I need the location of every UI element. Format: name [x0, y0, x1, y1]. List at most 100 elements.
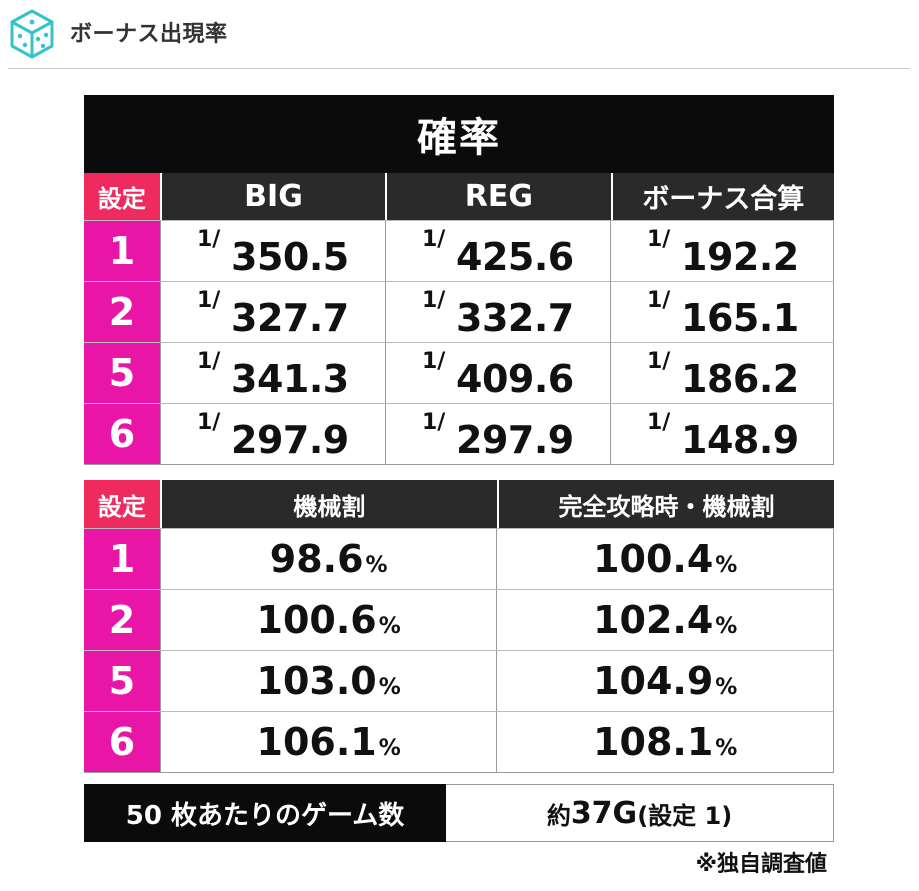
fraction-prefix: 1/: [197, 288, 221, 313]
probability-value: 148.9: [681, 418, 799, 462]
table-row: 1 1/350.5 1/425.6 1/192.2: [84, 220, 834, 281]
footnote: ※独自調査値: [695, 852, 827, 877]
probability-value: 425.6: [456, 235, 574, 279]
table-row: 2 1/327.7 1/332.7 1/165.1: [84, 281, 834, 342]
probability-cell: 1/186.2: [610, 343, 834, 403]
fraction-prefix: 1/: [647, 410, 671, 435]
column-header-full-strategy-payout: 完全攻略時・機械割: [496, 480, 835, 528]
probability-value: 409.6: [456, 357, 574, 401]
games-per-50-label: 50 枚あたりのゲーム数: [84, 784, 446, 842]
table-row: 5 103.0% 104.9%: [84, 650, 834, 711]
games-count: 37G: [570, 795, 638, 831]
setting-number: 5: [84, 343, 160, 403]
probability-cell: 1/341.3: [160, 343, 385, 403]
payout-table: 設定 機械割 完全攻略時・機械割 1 98.6% 100.4% 2 100.6%…: [84, 480, 835, 773]
fraction-prefix: 1/: [422, 288, 446, 313]
percent-unit: %: [365, 553, 388, 578]
payout-cell: 100.6%: [159, 590, 497, 650]
setting-number: 6: [84, 404, 160, 464]
table-row: 1 98.6% 100.4%: [84, 528, 834, 589]
fraction-prefix: 1/: [197, 227, 221, 252]
setting-header: 設定: [84, 480, 160, 528]
probability-value: 341.3: [231, 357, 349, 401]
fraction-prefix: 1/: [197, 349, 221, 374]
probability-table: 確率 設定 BIG REG ボーナス合算 1 1/350.5 1/425.6 1…: [84, 95, 835, 465]
setting-number: 1: [84, 529, 160, 589]
payout-cell: 106.1%: [159, 712, 497, 772]
setting-number: 1: [84, 221, 160, 281]
payout-cell: 98.6%: [159, 529, 497, 589]
probability-cell: 1/425.6: [385, 221, 610, 281]
probability-value: 165.1: [681, 296, 799, 340]
setting-number: 6: [84, 712, 160, 772]
probability-cell: 1/148.9: [610, 404, 834, 464]
payout-cell: 104.9%: [496, 651, 834, 711]
percent-unit: %: [378, 614, 401, 639]
column-header-reg: REG: [385, 173, 611, 220]
probability-table-header: 設定 BIG REG ボーナス合算: [84, 173, 835, 220]
games-setting-note: (設定 1): [637, 801, 733, 830]
table-row: 2 100.6% 102.4%: [84, 589, 834, 650]
percent-unit: %: [715, 675, 738, 700]
payout-cell: 108.1%: [496, 712, 834, 772]
payout-value: 103.0: [256, 659, 377, 703]
probability-value: 332.7: [456, 296, 574, 340]
payout-table-header: 設定 機械割 完全攻略時・機械割: [84, 480, 835, 528]
section-title: ボーナス出現率: [70, 22, 228, 47]
setting-number: 2: [84, 590, 160, 650]
probability-table-title: 確率: [84, 95, 834, 173]
probability-cell: 1/297.9: [385, 404, 610, 464]
probability-cell: 1/327.7: [160, 282, 385, 342]
probability-value: 297.9: [231, 418, 349, 462]
fraction-prefix: 1/: [647, 288, 671, 313]
fraction-prefix: 1/: [422, 349, 446, 374]
setting-number: 5: [84, 651, 160, 711]
payout-value: 100.6: [256, 598, 377, 642]
percent-unit: %: [378, 675, 401, 700]
column-header-big: BIG: [159, 173, 386, 220]
percent-unit: %: [715, 736, 738, 761]
setting-header: 設定: [84, 173, 160, 220]
payout-value: 104.9: [593, 659, 714, 703]
payout-cell: 102.4%: [496, 590, 834, 650]
probability-cell: 1/332.7: [385, 282, 610, 342]
probability-cell: 1/297.9: [160, 404, 385, 464]
probability-value: 186.2: [681, 357, 799, 401]
table-bottom-border: [84, 772, 834, 773]
percent-unit: %: [715, 553, 738, 578]
games-per-50-value: 約 37G (設定 1): [446, 784, 834, 842]
fraction-prefix: 1/: [422, 227, 446, 252]
payout-value: 100.4: [593, 537, 714, 581]
section-header: ボーナス出現率: [0, 0, 919, 70]
payout-cell: 103.0%: [159, 651, 497, 711]
percent-unit: %: [715, 614, 738, 639]
probability-cell: 1/409.6: [385, 343, 610, 403]
payout-value: 106.1: [256, 720, 377, 764]
approx-prefix: 約: [546, 801, 571, 830]
table-bottom-border: [84, 464, 834, 465]
percent-unit: %: [378, 736, 401, 761]
header-divider: [8, 68, 910, 69]
probability-cell: 1/350.5: [160, 221, 385, 281]
payout-cell: 100.4%: [496, 529, 834, 589]
table-row: 6 106.1% 108.1%: [84, 711, 834, 772]
payout-value: 102.4: [593, 598, 714, 642]
column-header-payout: 機械割: [159, 480, 497, 528]
fraction-prefix: 1/: [197, 410, 221, 435]
probability-value: 297.9: [456, 418, 574, 462]
probability-cell: 1/192.2: [610, 221, 834, 281]
column-header-bonus-total: ボーナス合算: [610, 173, 835, 220]
games-per-50-row: 50 枚あたりのゲーム数 約 37G (設定 1): [84, 784, 834, 842]
probability-value: 192.2: [681, 235, 799, 279]
setting-number: 2: [84, 282, 160, 342]
fraction-prefix: 1/: [647, 349, 671, 374]
fraction-prefix: 1/: [422, 410, 446, 435]
payout-value: 108.1: [593, 720, 714, 764]
fraction-prefix: 1/: [647, 227, 671, 252]
dice-cube-icon: [10, 9, 54, 59]
probability-value: 350.5: [231, 235, 349, 279]
probability-cell: 1/165.1: [610, 282, 834, 342]
payout-value: 98.6: [269, 537, 364, 581]
table-row: 6 1/297.9 1/297.9 1/148.9: [84, 403, 834, 464]
table-row: 5 1/341.3 1/409.6 1/186.2: [84, 342, 834, 403]
